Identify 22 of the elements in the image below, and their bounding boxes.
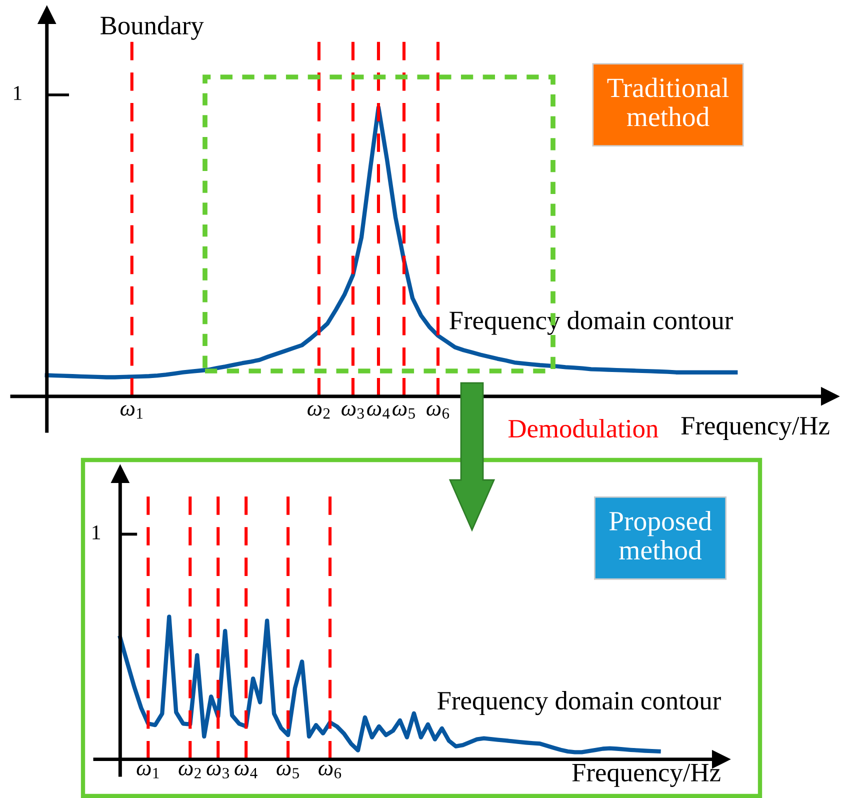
x-tick-label: ω$_{2}$ <box>308 405 330 419</box>
x-tick-label: ω$_{4}$ <box>367 405 390 419</box>
text: Boundary <box>100 16 204 40</box>
annotation: Frequency domain contour <box>450 310 733 335</box>
x-axis-title: Frequency/Hz <box>681 416 830 440</box>
annotation: Traditional method <box>607 78 729 126</box>
x-tick-label: ω$_{6}$ <box>318 764 342 778</box>
x-tick-label: ω$_{3}$ <box>206 764 230 778</box>
annotation: Frequency domain contour <box>438 691 721 716</box>
x-tick-label: ω$_{5}$ <box>276 764 299 778</box>
x-tick-label: ω$_{2}$ <box>178 764 201 778</box>
text: 1 <box>92 525 100 540</box>
x-tick-label: ω$_{1}$ <box>136 764 159 778</box>
x-axis-title: Frequency/Hz <box>572 764 720 787</box>
text: Demodulation <box>508 419 658 438</box>
x-tick-label: ω$_{5}$ <box>392 405 415 419</box>
x-tick-label: ω$_{1}$ <box>120 405 142 419</box>
text: 1 <box>14 86 22 100</box>
text: Proposed method <box>609 510 712 560</box>
x-tick-label: ω$_{6}$ <box>426 405 450 419</box>
x-tick-label: ω$_{3}$ <box>342 405 364 419</box>
x-tick-label: ω$_{4}$ <box>234 764 258 778</box>
